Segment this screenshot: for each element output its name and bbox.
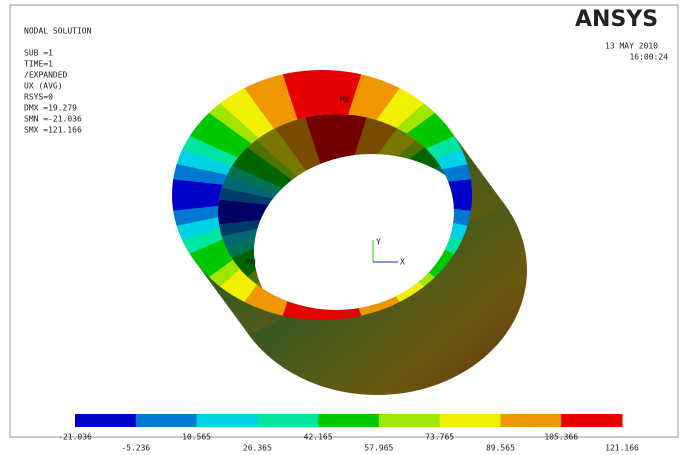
legend-label: -21.036 [58,433,92,442]
x-axis-label: X [400,258,405,267]
legend-band [75,414,136,427]
y-axis-label: Y [376,238,381,247]
max-marker: MX [340,96,350,105]
legend-label: 57.965 [364,444,393,453]
min-marker: MN [246,258,256,267]
legend-label: 121.166 [605,444,639,453]
legend-label: 105.366 [544,433,578,442]
time: 16:00:24 [629,53,668,62]
date: 13 MAY 2010 [605,42,658,51]
legend-band [500,414,561,427]
legend-label: 73.765 [425,433,454,442]
logo: ANSYS [575,7,658,32]
legend-label: 26.365 [243,444,272,453]
info-line: SUB =1 [24,49,53,58]
info-line: TIME=1 [24,60,53,69]
info-line: /EXPANDED [24,71,68,80]
info-line: NODAL SOLUTION [24,27,92,36]
info-line: DMX =19.279 [24,104,77,113]
screen: NODAL SOLUTION SUB =1 TIME=1/EXPANDED UX (A… [0,0,687,455]
legend-label: -5.236 [121,444,150,453]
legend-band [379,414,440,427]
info-line: SMN =-21.036 [24,115,82,124]
legend-band [257,414,318,427]
info-line: SMX =121.166 [24,126,82,135]
legend-label: 42.165 [304,433,333,442]
legend-label: 10.565 [182,433,211,442]
legend-band [136,414,197,427]
legend-band [318,414,379,427]
info-line: RSYS=0 [24,93,53,102]
info-line: UX (AVG) [24,82,63,91]
legend-label: 89.565 [486,444,515,453]
legend-band [197,414,258,427]
legend-band [561,414,622,427]
legend-band [440,414,501,427]
